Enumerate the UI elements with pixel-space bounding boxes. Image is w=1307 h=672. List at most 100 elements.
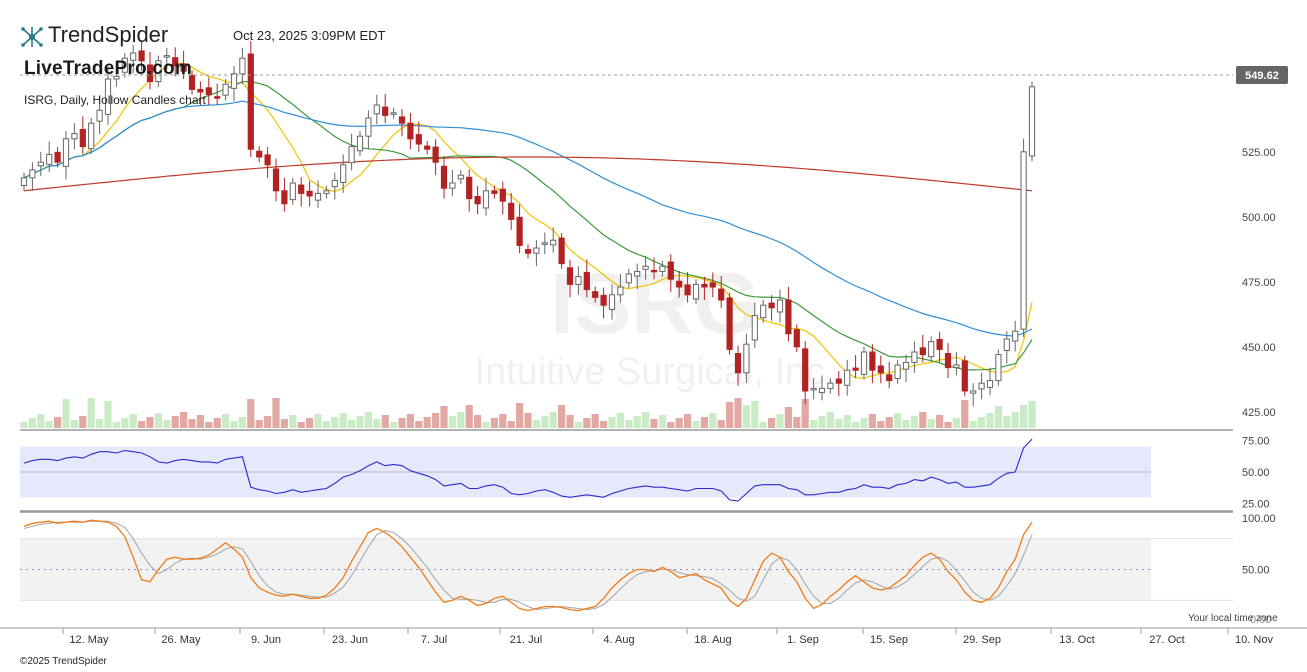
candle-body: [20, 177, 28, 187]
volume-bar: [87, 398, 95, 428]
candle-body: [634, 270, 641, 277]
candle-body: [650, 269, 658, 273]
candle-body: [911, 351, 918, 363]
site-watermark: LiveTradePro.com: [24, 58, 192, 79]
candle-body: [62, 138, 70, 167]
candle: [995, 349, 1002, 386]
candle-body: [508, 202, 515, 220]
volume-bar: [843, 415, 851, 428]
volume-bar: [406, 414, 414, 428]
volume-bar: [524, 413, 532, 428]
candle-body: [281, 190, 288, 205]
volume-bar: [457, 412, 465, 428]
candle: [398, 109, 406, 137]
candle: [104, 68, 112, 125]
volume-bar: [726, 402, 734, 428]
candle-body: [130, 52, 137, 61]
candle: [46, 141, 53, 173]
volume-bar: [331, 417, 339, 428]
volume-bar: [835, 419, 843, 428]
volume-bar: [45, 421, 53, 428]
volume-bar: [432, 413, 440, 428]
time-tick-label: 15. Sep: [870, 634, 908, 646]
candle-body: [356, 135, 364, 152]
candle-body: [953, 364, 960, 369]
candle-body: [936, 339, 943, 350]
candle: [121, 53, 128, 78]
candle: [902, 354, 910, 383]
candle-body: [844, 369, 851, 386]
volume-bar: [717, 420, 725, 428]
volume-bar: [79, 416, 87, 428]
candle: [323, 185, 330, 199]
candle-body: [289, 182, 296, 201]
candle-body: [390, 112, 397, 115]
volume-bar: [188, 419, 196, 428]
time-tick-label: 12. May: [69, 634, 109, 646]
candle: [608, 284, 616, 320]
candle: [474, 186, 481, 215]
volume-bar: [751, 401, 759, 428]
candle: [583, 259, 590, 298]
stoch-tick-label: 50.00: [1242, 565, 1270, 577]
volume-bar: [146, 417, 154, 428]
volume-bar: [121, 418, 129, 428]
candle: [62, 131, 70, 180]
candle: [919, 334, 926, 363]
candle: [138, 40, 145, 72]
rsi-tick-label: 75.00: [1242, 435, 1270, 447]
candle-body: [214, 96, 221, 99]
volume-bar: [868, 414, 876, 428]
candle-body: [104, 78, 112, 115]
candle: [37, 151, 44, 177]
volume-bar: [978, 417, 986, 428]
candle-body: [718, 288, 725, 301]
candle: [692, 279, 700, 305]
candle: [88, 118, 95, 154]
volume-bar: [910, 416, 918, 428]
stoch-tick-label: 0.00: [1250, 614, 1271, 626]
last-price-marker: 549.62: [20, 66, 1288, 84]
candle: [424, 140, 431, 155]
volume-bar: [129, 414, 137, 428]
volume-bar: [297, 422, 305, 428]
candle: [440, 155, 448, 199]
time-tick-label: 10. Nov: [1235, 634, 1273, 646]
candle: [432, 139, 439, 176]
candle: [835, 371, 842, 397]
ma-mid-line: [23, 80, 1033, 371]
time-tick-label: 29. Sep: [963, 634, 1001, 646]
candle-body: [113, 75, 120, 80]
volume-bar: [1020, 405, 1028, 428]
volume-bar: [675, 418, 683, 428]
candle-body: [71, 133, 78, 140]
candle-body: [239, 57, 246, 75]
candle-body: [566, 267, 574, 285]
volume-bar: [877, 421, 885, 428]
candle: [306, 180, 313, 207]
candle: [936, 331, 943, 363]
candle-body: [398, 116, 406, 124]
candle: [281, 177, 288, 212]
candle-body: [432, 146, 439, 163]
candle: [986, 367, 994, 396]
volume-bar: [448, 416, 456, 428]
candle-body: [524, 249, 532, 254]
volume-bar: [314, 414, 322, 428]
candle: [247, 41, 254, 157]
candle: [155, 55, 162, 87]
candle-body: [121, 57, 128, 73]
candle-body: [482, 190, 490, 209]
candle-body: [440, 165, 448, 189]
candle: [953, 352, 960, 376]
candle: [751, 302, 758, 348]
candle-body: [415, 134, 422, 145]
volume-bar: [364, 412, 372, 428]
volume-bar: [322, 421, 330, 428]
candle-body: [298, 184, 305, 194]
volume-bar: [390, 422, 398, 428]
candle: [894, 359, 901, 384]
volume-bar: [566, 415, 574, 428]
volume-bar: [700, 417, 708, 428]
